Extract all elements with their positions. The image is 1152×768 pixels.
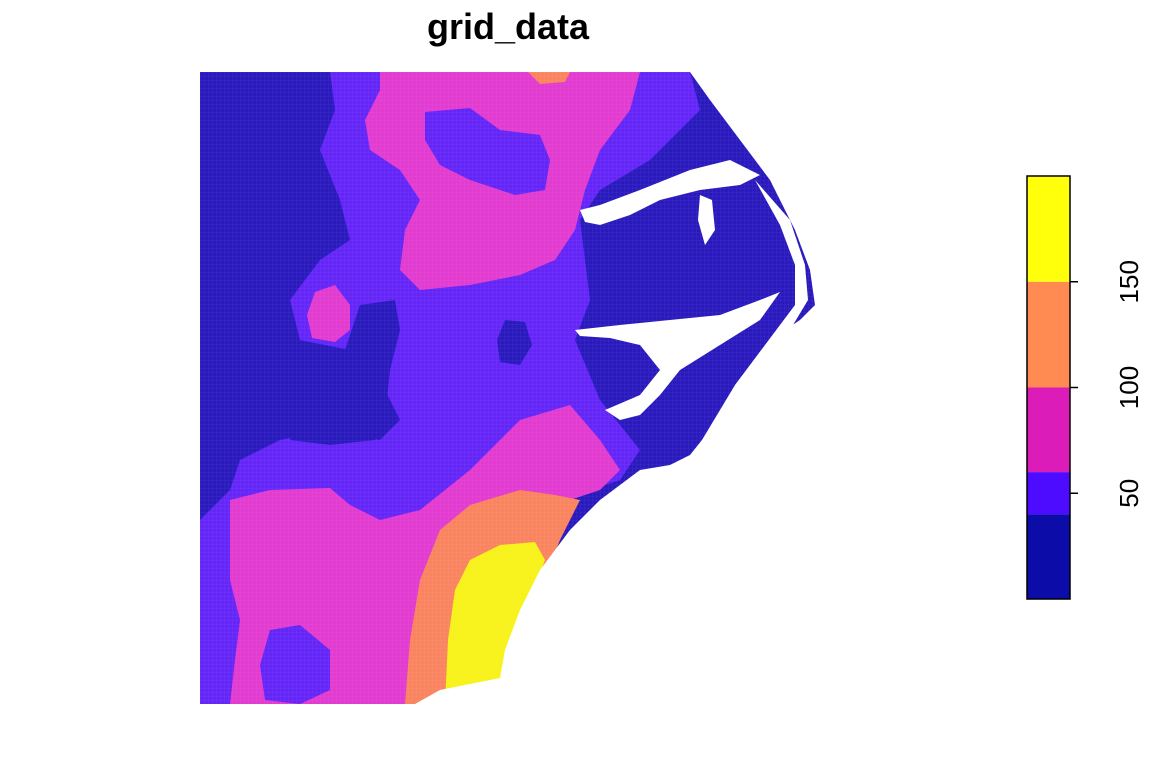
legend-tick-label-100: 100 bbox=[1114, 366, 1144, 409]
legend-swatch-2 bbox=[1027, 472, 1070, 515]
legend-swatch-5 bbox=[1027, 176, 1070, 282]
legend-tick-label-50: 50 bbox=[1114, 479, 1144, 508]
grid-texture bbox=[200, 72, 820, 704]
legend-swatch-1 bbox=[1027, 514, 1070, 599]
legend-tick-label-150: 150 bbox=[1114, 260, 1144, 303]
map-title: grid_data bbox=[426, 6, 590, 47]
legend-swatch-4 bbox=[1027, 281, 1070, 388]
legend-swatch-3 bbox=[1027, 387, 1070, 473]
